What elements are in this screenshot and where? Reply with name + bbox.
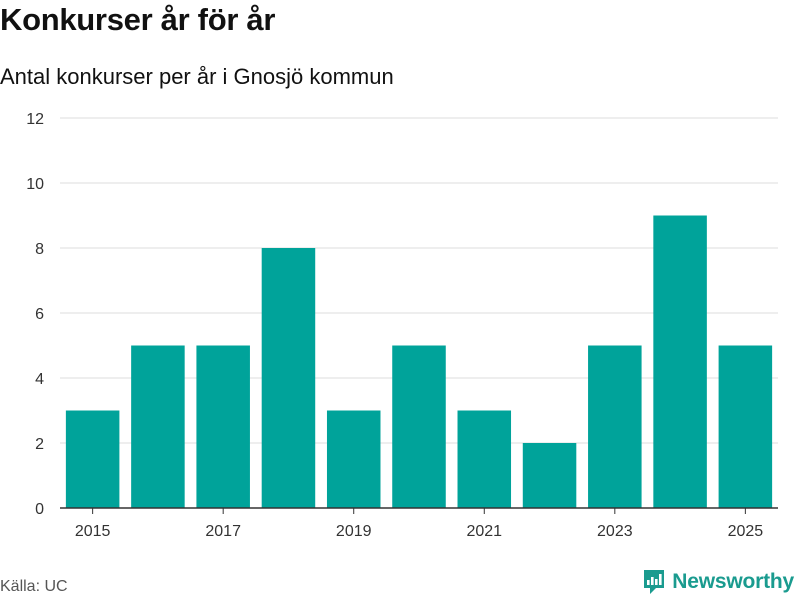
y-tick-label: 4	[35, 371, 44, 388]
source-note: Källa: UC	[0, 578, 68, 595]
y-tick-label: 12	[26, 111, 44, 128]
bar-2019[interactable]	[326, 410, 381, 509]
brand-logo[interactable]: Newsworthy	[642, 568, 794, 596]
y-axis-ticks: 0 2 4 6 8 10 12	[26, 111, 44, 518]
y-tick-label: 8	[35, 241, 44, 258]
x-tick-label: 2023	[597, 523, 633, 540]
bar-2016[interactable]	[131, 345, 185, 509]
y-tick-label: 0	[35, 501, 44, 518]
bar-2021[interactable]	[457, 410, 512, 509]
chart-subtitle: Antal konkurser per år i Gnosjö kommun	[0, 64, 394, 89]
bar-2022[interactable]	[522, 443, 577, 508]
chart-title: Konkurser år för år	[0, 2, 276, 37]
bars	[65, 215, 773, 509]
bar-2023[interactable]	[588, 345, 642, 509]
bar-2024[interactable]	[653, 215, 707, 509]
bar-2020[interactable]	[392, 345, 446, 509]
bar-2018[interactable]	[261, 248, 316, 508]
bar-2025[interactable]	[718, 345, 773, 509]
x-tick-label: 2017	[205, 523, 241, 540]
x-tick-label: 2021	[466, 523, 502, 540]
bar-2017[interactable]	[196, 345, 250, 509]
x-tick-label: 2019	[336, 523, 372, 540]
y-tick-label: 6	[35, 306, 44, 323]
x-axis-ticks: 2015 2017 2019 2021 2023 2025	[75, 508, 763, 540]
x-tick-label: 2015	[75, 523, 111, 540]
y-tick-label: 2	[35, 436, 44, 453]
x-tick-label: 2025	[728, 523, 764, 540]
newsworthy-logo-icon	[644, 570, 665, 594]
y-tick-label: 10	[26, 176, 44, 193]
bar-2015[interactable]	[65, 410, 120, 509]
brand-name: Newsworthy	[672, 570, 794, 593]
